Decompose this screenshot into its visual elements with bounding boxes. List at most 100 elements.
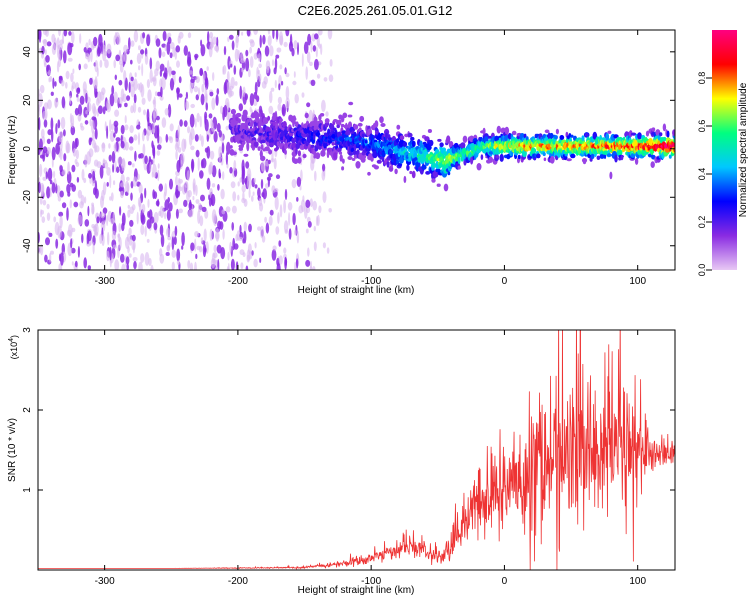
spectrogram-noise-blob <box>248 188 251 198</box>
spectrogram-noise-blob <box>169 78 175 91</box>
spectrogram-noise-blob <box>161 117 167 128</box>
spectrogram-noise-blob <box>141 203 146 214</box>
spectrogram-noise-blob <box>66 183 71 194</box>
x-tick-label: 0 <box>502 276 508 287</box>
spectrogram-noise-blob <box>285 30 290 37</box>
spectrogram-ridge-cell <box>436 183 441 187</box>
spectrogram-noise-blob <box>209 31 214 39</box>
spectrogram-noise-blob <box>229 167 233 174</box>
spectrogram-noise-blob <box>195 184 198 196</box>
spectrogram-noise-blob <box>128 37 131 51</box>
spectrogram-noise-blob <box>133 134 138 141</box>
spectrogram-noise-blob <box>249 56 254 68</box>
spectrogram-noise-blob <box>152 75 157 87</box>
spectrogram-noise-blob <box>137 132 141 146</box>
spectrogram-noise-blob <box>104 121 107 132</box>
spectrogram-noise-blob <box>67 57 73 62</box>
spectrogram-noise-blob <box>327 30 333 40</box>
spectrogram-noise-blob <box>210 36 214 50</box>
spectrogram-noise-blob <box>169 178 173 190</box>
spectrogram-noise-blob <box>130 192 133 201</box>
spectrogram-noise-blob <box>77 214 83 226</box>
spectrogram-noise-blob <box>79 33 82 44</box>
spectrogram-noise-blob <box>65 81 68 89</box>
spectrogram-noise-blob <box>258 63 262 69</box>
spectrogram-noise-blob <box>241 67 245 73</box>
spectrogram-noise-blob <box>283 247 287 254</box>
spectrogram-noise-blob <box>278 240 282 247</box>
spectrogram-noise-blob <box>166 209 171 221</box>
spectrogram-noise-blob <box>164 44 167 51</box>
spectrogram-noise-blob <box>67 224 73 238</box>
spectrogram-noise-blob <box>284 229 289 234</box>
spectrogram-noise-blob <box>317 30 323 36</box>
spectrogram-noise-blob <box>159 224 164 236</box>
spectrogram-noise-blob <box>77 113 82 122</box>
spectrogram-noise-blob <box>90 50 93 63</box>
spectrogram-noise-blob <box>55 142 60 155</box>
spectrogram-noise-blob <box>59 39 64 45</box>
spectrogram-noise-blob <box>318 205 322 214</box>
spectrogram-noise-blob <box>131 204 136 211</box>
spectrogram-noise-blob <box>102 207 108 214</box>
spectrogram-noise-blob <box>314 170 317 182</box>
spectrogram-noise-blob <box>49 187 52 198</box>
spectrogram-noise-blob <box>88 38 91 46</box>
spectrogram-ridge-cell <box>596 155 601 160</box>
spectrogram-noise-blob <box>113 142 117 155</box>
spectrogram-noise-blob <box>59 190 64 198</box>
spectrogram-noise-blob <box>216 244 222 254</box>
spectrogram-ridge-cell <box>553 135 558 140</box>
spectrogram-noise-blob <box>46 203 50 210</box>
spectrogram-noise-blob <box>225 125 229 131</box>
spectrogram-ridge-cell <box>633 139 638 147</box>
spectrogram-noise-blob <box>251 250 254 256</box>
spectrogram-noise-blob <box>188 132 193 146</box>
spectrogram-noise-blob <box>81 233 84 244</box>
spectrogram-noise-blob <box>208 194 211 201</box>
spectrogram-noise-blob <box>109 119 112 132</box>
spectrogram-ridge-cell <box>439 142 444 148</box>
spectrogram-noise-blob <box>134 150 137 162</box>
spectrogram-noise-blob <box>140 49 145 55</box>
spectrogram-noise-blob <box>42 146 48 154</box>
spectrogram-noise-blob <box>69 182 74 188</box>
snr-x-label: Height of straight line (km) <box>298 585 415 596</box>
spectrogram-ridge-cell <box>668 154 672 159</box>
spectrogram-noise-blob <box>155 38 161 47</box>
spectrogram-ridge-cell <box>319 113 325 117</box>
spectrogram-noise-blob <box>127 204 130 209</box>
y-tick-label: 20 <box>22 94 33 106</box>
colorbar: 0.0 0.2 0.4 0.6 0.8 Normalized spectral ampl… <box>697 30 749 276</box>
spectrogram-noise-blob <box>179 119 183 127</box>
spectrogram-noise-blob <box>229 85 234 90</box>
spectrogram-noise-blob <box>167 136 172 141</box>
spectrogram-noise-blob <box>194 231 200 238</box>
spectrogram-noise-blob <box>114 259 120 270</box>
spectrogram-noise-blob <box>194 118 197 128</box>
spectrogram-noise-blob <box>118 187 122 192</box>
spectrogram-ridge-cell <box>620 154 624 161</box>
spectrogram-noise-blob <box>218 206 224 217</box>
spectrogram-ridge-cell <box>457 156 461 165</box>
spectrogram-noise-blob <box>159 78 163 88</box>
spectrogram-noise-blob <box>40 209 45 215</box>
spectrogram-noise-blob <box>130 40 135 47</box>
spectrogram-noise-blob <box>118 97 123 105</box>
spectrogram-noise-blob <box>109 174 112 189</box>
spectrogram-noise-blob <box>144 252 150 266</box>
spectrogram-noise-blob <box>227 262 230 270</box>
spectrogram-ridge-cell <box>457 165 461 170</box>
spectrogram-ridge-cell <box>304 112 309 119</box>
spectrogram-noise-blob <box>47 129 53 136</box>
spectrogram-noise-blob <box>115 137 121 142</box>
spectrogram-noise-blob <box>225 206 231 213</box>
spectrogram-noise-blob <box>186 170 190 182</box>
spectrogram-noise-blob <box>55 123 58 135</box>
spectrogram-noise-blob <box>131 234 136 242</box>
spectrogram-ridge-cell <box>396 124 401 130</box>
spectrogram-noise-blob <box>155 200 160 207</box>
spectrogram-noise-blob <box>54 97 59 108</box>
spectrogram-noise-blob <box>218 153 222 163</box>
spectrogram-noise-blob <box>157 144 162 150</box>
